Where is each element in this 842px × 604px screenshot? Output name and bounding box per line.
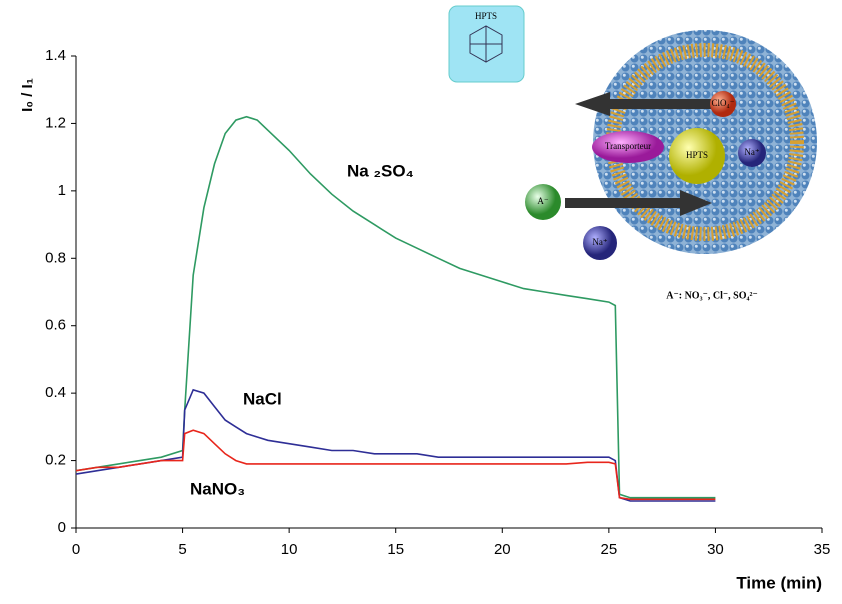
- x-axis-title: Time (min): [736, 573, 822, 592]
- inner-cation-label: Na⁺: [744, 147, 759, 157]
- y-tick-label: 1.4: [45, 47, 66, 64]
- x-tick-label: 10: [281, 541, 298, 558]
- illustration: HPTS Transporteur HPTS ClO₄⁻ Na⁺ A⁻ Na⁺ …: [449, 6, 817, 301]
- structure-title: HPTS: [475, 11, 497, 21]
- y-tick-label: 0.4: [45, 384, 66, 401]
- outer-anion-label: A⁻: [537, 196, 548, 206]
- y-tick-label: 1: [58, 182, 66, 199]
- series-label: Na ₂SO₄: [347, 161, 414, 180]
- x-tick-label: 15: [387, 541, 404, 558]
- x-tick-label: 5: [178, 541, 186, 558]
- x-tick-label: 20: [494, 541, 511, 558]
- x-tick-label: 30: [707, 541, 724, 558]
- dye-label: HPTS: [686, 150, 708, 160]
- series-label: NaCl: [243, 389, 282, 408]
- transporter-label: Transporteur: [605, 141, 651, 151]
- inner-anion-label: ClO₄⁻: [712, 98, 735, 108]
- y-tick-label: 0.2: [45, 452, 66, 469]
- y-tick-label: 0.8: [45, 249, 66, 266]
- chart: HPTS Transporteur HPTS ClO₄⁻ Na⁺ A⁻ Na⁺ …: [0, 0, 842, 599]
- x-tick-label: 35: [814, 541, 831, 558]
- y-tick-label: 0: [58, 519, 66, 536]
- x-tick-label: 0: [72, 541, 80, 558]
- y-tick-label: 0.6: [45, 317, 66, 334]
- caption: A⁻: NO₃⁻, Cl⁻, SO₄²⁻: [666, 290, 758, 301]
- y-axis-title: I₀ / I₁: [19, 78, 36, 112]
- y-tick-label: 1.2: [45, 114, 66, 131]
- series-label: NaNO₃: [190, 479, 245, 498]
- outer-cation-label: Na⁺: [592, 237, 607, 247]
- x-tick-label: 25: [601, 541, 618, 558]
